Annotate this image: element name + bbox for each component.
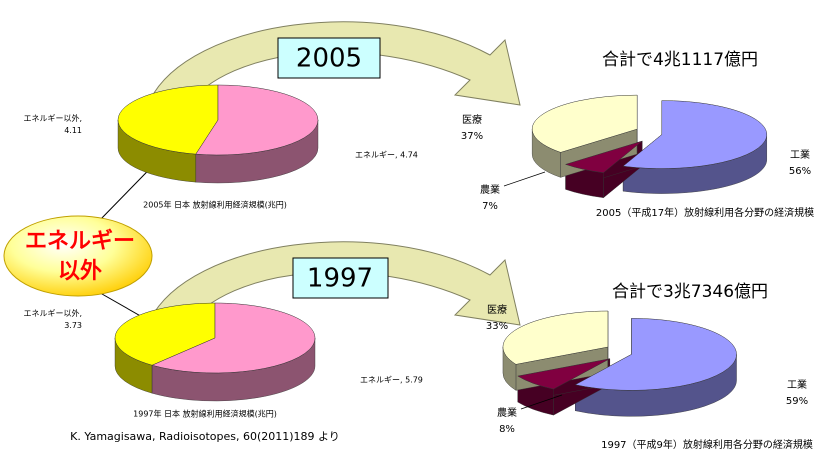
category-label: 医療 [462,113,482,126]
pie-tops [531,94,767,173]
value-label: 59% [786,396,808,407]
slice [564,140,643,173]
chart-caption: 2005（平成17年）放射線利用各分野の経済規模 [596,206,814,219]
label-line: エネルギー以外, [23,113,82,123]
slice [151,302,316,374]
value-label: 37% [461,131,483,142]
year-label: 2005 [296,44,362,74]
arrow [149,241,521,329]
category-label: 医療 [487,303,507,316]
slice [622,100,767,169]
value-label: 56% [789,166,811,177]
chart-title: 合計で3兆7346億円 [612,282,768,302]
value-label: エネルギー, 4.74 [355,151,418,160]
value-label: エネルギー, 5.79 [360,376,423,385]
label-line: 4.11 [64,126,82,135]
year-label: 1997 [307,264,373,294]
slice [517,358,610,390]
pie-tops [114,302,316,374]
slice [531,94,638,153]
callout [3,215,153,297]
chart-caption: 1997（平成9年）放射線利用各分野の経済規模 [601,438,813,451]
value-label: 33% [486,321,508,332]
value-label: 7% [482,201,498,212]
slice [195,84,319,156]
slice [502,310,609,365]
chart-title: 2005年 日本 放射線利用経済規模(兆円) [143,200,287,210]
category-label: 工業 [787,378,807,391]
leader-line [503,171,546,187]
label-line: 3.73 [64,321,82,330]
arrows [149,21,521,329]
value-label: 8% [499,424,515,435]
source: K. Yamagisawa, Radioisotopes, 60(2011)18… [70,430,340,443]
chart-title: 1997年 日本 放射線利用経済規模(兆円) [133,409,277,419]
year-box [277,37,381,79]
callout-text: エネルギー [25,229,135,254]
slice [117,84,219,155]
pie-tops [502,310,737,391]
arrow [149,21,521,109]
category-label: 工業 [790,148,810,161]
chart-title: 合計で4兆1117億円 [602,50,758,70]
leader-line [520,394,563,410]
callout-text: 以外 [58,258,102,284]
value-label: エネルギー以外, 3.73 [23,308,82,330]
category-label: 農業 [497,406,517,419]
slice [574,318,737,391]
pie-tops [117,84,319,156]
value-label: エネルギー以外, 4.11 [23,113,82,135]
slice [114,302,216,366]
year-box [292,257,389,299]
category-label: 農業 [480,183,500,196]
label-line: エネルギー以外, [23,308,82,318]
